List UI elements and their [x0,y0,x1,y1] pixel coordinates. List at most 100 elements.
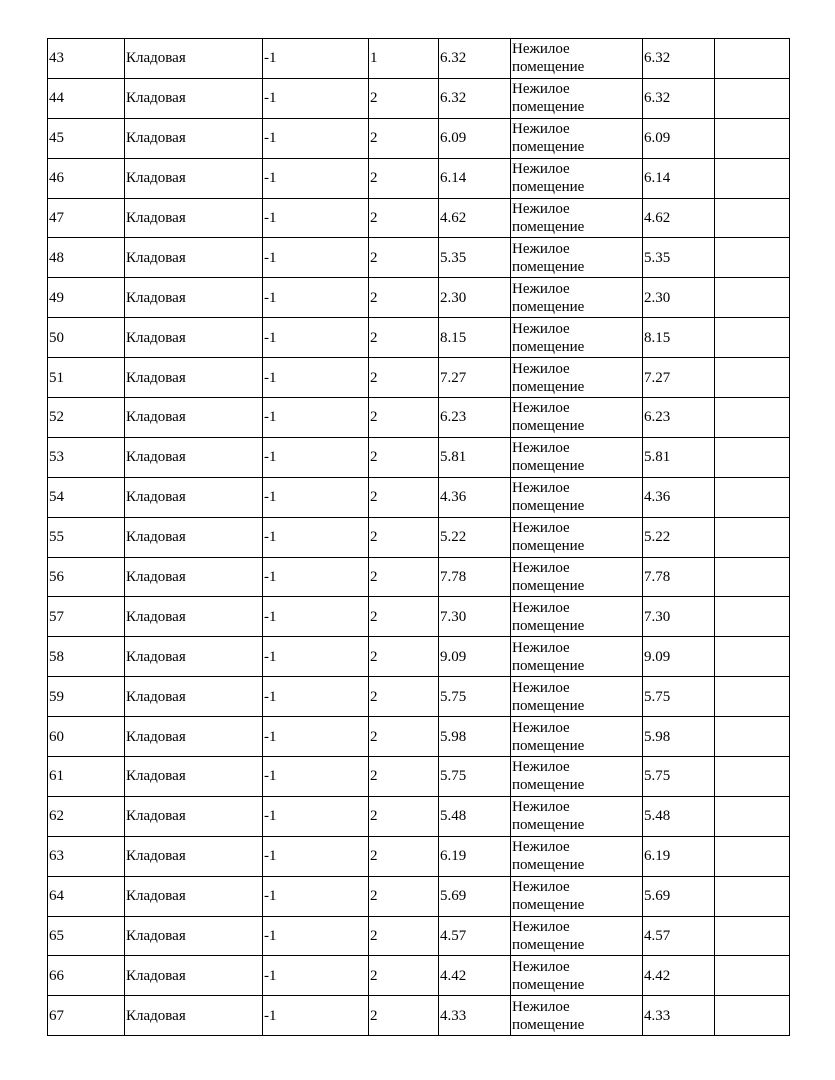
table-cell: -1 [262,476,369,518]
table-cell: Кладовая [124,436,263,478]
cell-text: 2 [370,608,378,625]
table-cell: 2 [368,197,439,239]
table-cell: Нежилое помещение [510,277,643,319]
table-cell: Нежилое помещение [510,38,643,79]
cell-text: 53 [49,449,64,466]
cell-text: 2 [370,728,378,745]
table-cell: -1 [262,317,369,359]
table-cell: 4.36 [438,476,511,518]
table-row: 64 Кладовая -1 2 5.69 Нежилое помещение 5.69 [47,875,790,917]
cell-text: 1 [370,50,378,67]
cell-text: Нежилое помещение [512,958,585,993]
table-cell: 5.69 [642,875,715,917]
cell-text: -1 [264,569,277,586]
cell-text: 2 [370,967,378,984]
table-cell: 6.32 [438,77,511,119]
table-cell: 2 [368,157,439,199]
table-cell: 6.32 [642,77,715,119]
cell-text: -1 [264,928,277,945]
table-cell: Нежилое помещение [510,476,643,518]
cell-text: 2 [370,130,378,147]
cell-text: -1 [264,369,277,386]
table-cell: 1 [368,38,439,79]
cell-text: Нежилое помещение [512,440,585,475]
cell-text: 4.62 [440,210,467,226]
table-cell: Нежилое помещение [510,636,643,678]
cell-text: 60 [49,728,64,745]
empty-cell [714,756,790,797]
cell-text: 46 [49,170,64,187]
empty-cell [714,915,790,957]
table-cell: Кладовая [124,756,263,797]
cell-text: 56 [49,569,64,586]
table-cell: 5.75 [642,756,715,797]
table-cell: 48 [47,237,125,279]
table-cell: 2 [368,117,439,159]
cell-text: 49 [49,289,64,306]
table-cell: Нежилое помещение [510,835,643,877]
cell-text: 6.32 [644,90,671,107]
empty-cell [714,237,790,279]
table-cell: 4.36 [642,476,715,518]
table-cell: Кладовая [124,795,263,837]
cell-text: 5.98 [440,728,467,745]
table-cell: 6.32 [438,38,511,79]
table-cell: -1 [262,835,369,877]
table-cell: 2 [368,397,439,438]
table-cell: Нежилое помещение [510,596,643,638]
table-cell: 4.42 [438,955,511,997]
table-cell: 5.75 [438,756,511,797]
table-cell: 61 [47,756,125,797]
empty-cell [714,277,790,319]
table-cell: 66 [47,955,125,997]
cell-text: -1 [264,50,277,67]
cell-text: Нежилое помещение [512,879,585,914]
table-cell: Нежилое помещение [510,716,643,758]
table-cell: Нежилое помещение [510,955,643,997]
table-cell: Кладовая [124,556,263,598]
table-cell: -1 [262,995,369,1037]
table-cell: 2 [368,476,439,518]
table-cell: Кладовая [124,237,263,279]
cell-text: 5.35 [644,249,671,266]
cell-text: -1 [264,210,277,226]
cell-text: Кладовая [126,90,186,107]
table-cell: 6.14 [642,157,715,199]
table-row: 55 Кладовая -1 2 5.22 Нежилое помещение 5.22 [47,516,790,558]
cell-text: 2 [370,289,378,306]
table-cell: Кладовая [124,676,263,718]
cell-text: 4.36 [644,489,671,506]
table-cell: Кладовая [124,197,263,239]
cell-text: 6.14 [644,170,671,187]
cell-text: -1 [264,768,277,785]
cell-text: 5.35 [440,249,467,266]
cell-text: Нежилое помещение [512,719,585,754]
cell-text: -1 [264,808,277,825]
table-cell: 9.09 [438,636,511,678]
cell-text: 2 [370,768,378,785]
table-row: 66 Кладовая -1 2 4.42 Нежилое помещение 4.42 [47,955,790,997]
table-cell: 2 [368,277,439,319]
empty-cell [714,77,790,119]
table-row: 60 Кладовая -1 2 5.98 Нежилое помещение 5.98 [47,716,790,758]
table-cell: 4.57 [642,915,715,957]
cell-text: -1 [264,888,277,905]
cell-text: Кладовая [126,130,186,147]
cell-text: 44 [49,90,64,107]
cell-text: 2 [370,249,378,266]
table-cell: 56 [47,556,125,598]
cell-text: Кладовая [126,289,186,306]
cell-text: 61 [49,768,64,785]
table-cell: 64 [47,875,125,917]
cell-text: 6.32 [440,90,467,107]
cell-text: Кладовая [126,728,186,745]
cell-text: 9.09 [440,648,467,665]
cell-text: 62 [49,808,64,825]
table-cell: Кладовая [124,516,263,558]
table-cell: Нежилое помещение [510,357,643,399]
cell-text: 2 [370,529,378,546]
cell-text: -1 [264,848,277,865]
cell-text: 45 [49,130,64,147]
cell-text: -1 [264,170,277,187]
